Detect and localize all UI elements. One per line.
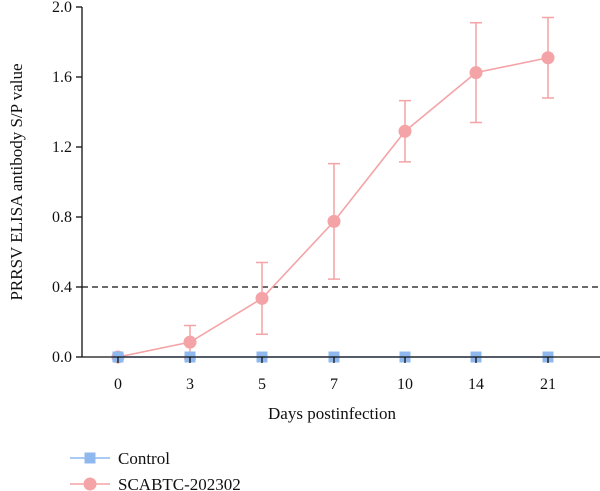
legend-item-scabtc-202302: SCABTC-202302 xyxy=(70,475,241,491)
y-tick-label: 1.6 xyxy=(52,69,72,86)
series-line-scabtc-202302 xyxy=(117,56,549,358)
x-tick-label: 14 xyxy=(468,376,484,393)
legend-square-marker xyxy=(84,452,96,464)
y-tick-label: 2.0 xyxy=(52,0,72,16)
x-tick-label: 0 xyxy=(114,376,122,393)
legend-label: SCABTC-202302 xyxy=(118,475,241,491)
y-ticks-group: 0.0 0.4 0.8 1.2 1.6 2.0 xyxy=(52,0,82,366)
data-point-scabtc-202302 xyxy=(469,66,483,80)
y-tick-label: 0.0 xyxy=(52,349,72,366)
series-group xyxy=(111,16,555,364)
x-tick-label: 7 xyxy=(330,376,338,393)
series-scabtc-202302 xyxy=(111,16,555,364)
data-point-scabtc-202302 xyxy=(183,335,197,349)
y-tick-label: 0.8 xyxy=(52,209,72,226)
data-point-scabtc-202302 xyxy=(327,214,341,228)
legend: Control SCABTC-202302 xyxy=(70,449,241,491)
data-point-scabtc-202302 xyxy=(255,291,269,305)
x-axis-label: Days postinfection xyxy=(268,404,396,423)
x-tick-label: 10 xyxy=(397,376,413,393)
axes-group xyxy=(81,7,600,358)
data-point-scabtc-202302 xyxy=(541,51,555,65)
y-axis-label: PRRSV ELISA antibody S/P value xyxy=(7,63,26,300)
data-point-scabtc-202302 xyxy=(398,124,412,138)
y-tick-label: 0.4 xyxy=(52,279,72,296)
legend-item-control: Control xyxy=(70,449,170,468)
x-tick-label: 3 xyxy=(186,376,194,393)
x-tick-label: 21 xyxy=(540,376,556,393)
legend-circle-marker xyxy=(83,477,97,491)
legend-label: Control xyxy=(118,449,170,468)
y-tick-label: 1.2 xyxy=(52,139,72,156)
x-tick-label: 5 xyxy=(258,376,266,393)
x-ticks-group: 0 3 5 7 10 14 21 xyxy=(114,357,556,393)
